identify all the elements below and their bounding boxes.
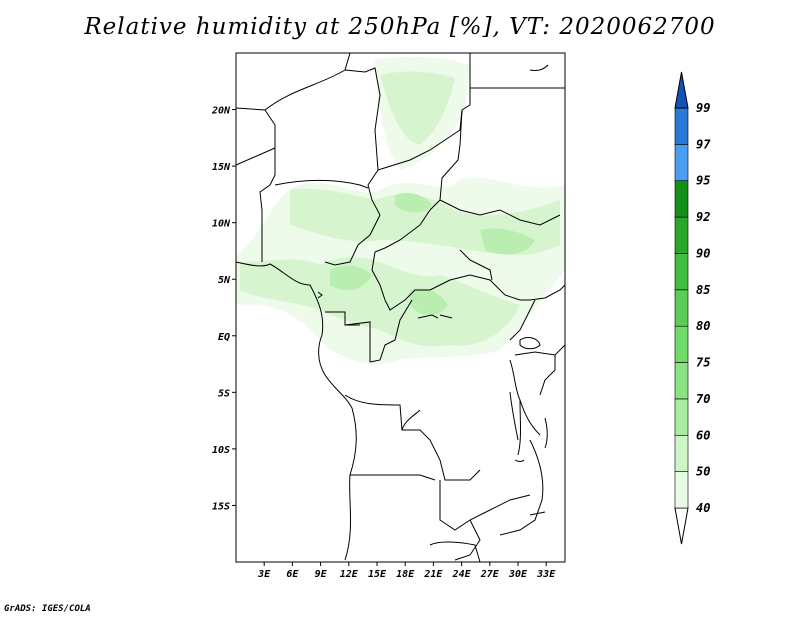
border-line <box>274 180 369 189</box>
colorbar-segment <box>674 398 689 436</box>
colorbar-level-label: 92 <box>696 210 710 224</box>
border-line <box>499 439 544 536</box>
colorbar-segment <box>674 144 689 182</box>
lon-tick-label: 21E <box>423 569 443 580</box>
colorbar-level-label: 85 <box>696 283 710 297</box>
border-line <box>439 480 531 531</box>
lat-tick-label: 20N <box>211 106 231 117</box>
colorbar-segment <box>674 325 689 363</box>
border-line <box>429 274 566 301</box>
lon-tick-label: 24E <box>452 569 472 580</box>
lake-outline <box>417 314 439 319</box>
border-line <box>369 299 413 363</box>
colorbar-segment <box>674 253 689 291</box>
colorbar-level-label: 40 <box>696 501 710 515</box>
humidity-field <box>236 56 565 365</box>
colorbar-level-label: 75 <box>696 356 710 370</box>
colorbar-segment <box>674 289 689 327</box>
border-line <box>401 409 421 431</box>
humidity-region-cameroon-core <box>330 265 372 291</box>
border-line <box>517 399 521 456</box>
lake-outline <box>529 511 546 516</box>
colorbar: 40 50 60 70 75 80 85 90 92 95 97 99 <box>674 71 711 545</box>
humidity-region-sudan-core <box>480 228 535 255</box>
humidity-region-libya-light <box>380 71 455 145</box>
map-frame <box>235 52 566 563</box>
border-line <box>324 214 381 266</box>
border-line <box>235 107 276 166</box>
country-borders <box>235 52 566 563</box>
border-line <box>371 224 421 301</box>
border-line <box>384 289 430 311</box>
longitude-axis: 3E 6E 9E 12E 15E 18E 21E 24E 27E 30E 33E <box>257 562 556 580</box>
humidity-region-chad-core <box>395 193 432 213</box>
lake-outline <box>509 391 519 441</box>
lake-outline <box>439 314 453 319</box>
colorbar-segment <box>674 107 689 145</box>
colorbar-upper-triangle <box>674 71 689 109</box>
colorbar-level-label: 70 <box>696 392 710 406</box>
lat-tick-label: EQ <box>218 332 230 343</box>
lake-outline <box>519 337 541 350</box>
lon-tick-label: 27E <box>480 569 500 580</box>
lat-tick-label: 15N <box>212 162 231 173</box>
border-line <box>454 519 481 561</box>
colorbar-segment <box>674 180 689 218</box>
border-line <box>377 53 471 171</box>
latitude-axis: 20N 15N 10N 5N EQ 5S 10S 15S <box>211 106 236 512</box>
colorbar-level-label: 50 <box>696 465 710 479</box>
lon-tick-label: 3E <box>257 569 271 580</box>
lon-tick-label: 12E <box>340 569 359 580</box>
colorbar-segment <box>674 434 689 472</box>
border-line <box>344 394 481 481</box>
border-line <box>439 199 561 226</box>
colorbar-segment <box>674 216 689 254</box>
lat-tick-label: 5S <box>218 388 230 399</box>
colorbar-lower-triangle <box>674 507 689 545</box>
lon-tick-label: 15E <box>368 569 387 580</box>
lat-tick-label: 15S <box>212 501 230 512</box>
colorbar-level-label: 90 <box>696 246 710 260</box>
lon-tick-label: 18E <box>396 569 415 580</box>
humidity-region-gulf-guinea-light <box>240 257 520 347</box>
humidity-region-congo-core <box>410 288 448 316</box>
colorbar-level-label: 99 <box>696 101 710 115</box>
border-line <box>429 541 481 563</box>
lon-tick-label: 33E <box>536 569 556 580</box>
border-line <box>344 67 381 216</box>
grads-credit: GrADS: IGES/COLA <box>4 604 91 614</box>
lat-tick-label: 10S <box>212 445 230 456</box>
border-line <box>350 474 436 481</box>
border-line <box>419 109 463 226</box>
colorbar-level-label: 95 <box>696 174 710 188</box>
lat-tick-label: 10N <box>212 219 231 230</box>
border-line <box>459 249 493 281</box>
border-line <box>509 299 536 341</box>
border-line <box>259 148 276 211</box>
colorbar-level-label: 97 <box>696 137 711 151</box>
border-line <box>264 52 351 111</box>
lake-outline <box>544 417 548 449</box>
lake-outline <box>514 459 525 462</box>
lon-tick-label: 6E <box>286 569 299 580</box>
colorbar-level-label: 80 <box>696 319 710 333</box>
lake-outline <box>529 64 549 71</box>
lat-tick-label: 5N <box>218 275 231 286</box>
colorbar-segment <box>674 471 689 509</box>
colorbar-segment <box>674 362 689 400</box>
lon-tick-label: 9E <box>315 569 328 580</box>
chart-title: Relative humidity at 250hPa [%], VT: 202… <box>84 14 716 40</box>
lake-outline <box>317 291 323 299</box>
lon-tick-label: 30E <box>508 569 528 580</box>
border-line <box>514 344 566 356</box>
colorbar-level-label: 60 <box>696 428 710 442</box>
border-line <box>539 355 556 396</box>
